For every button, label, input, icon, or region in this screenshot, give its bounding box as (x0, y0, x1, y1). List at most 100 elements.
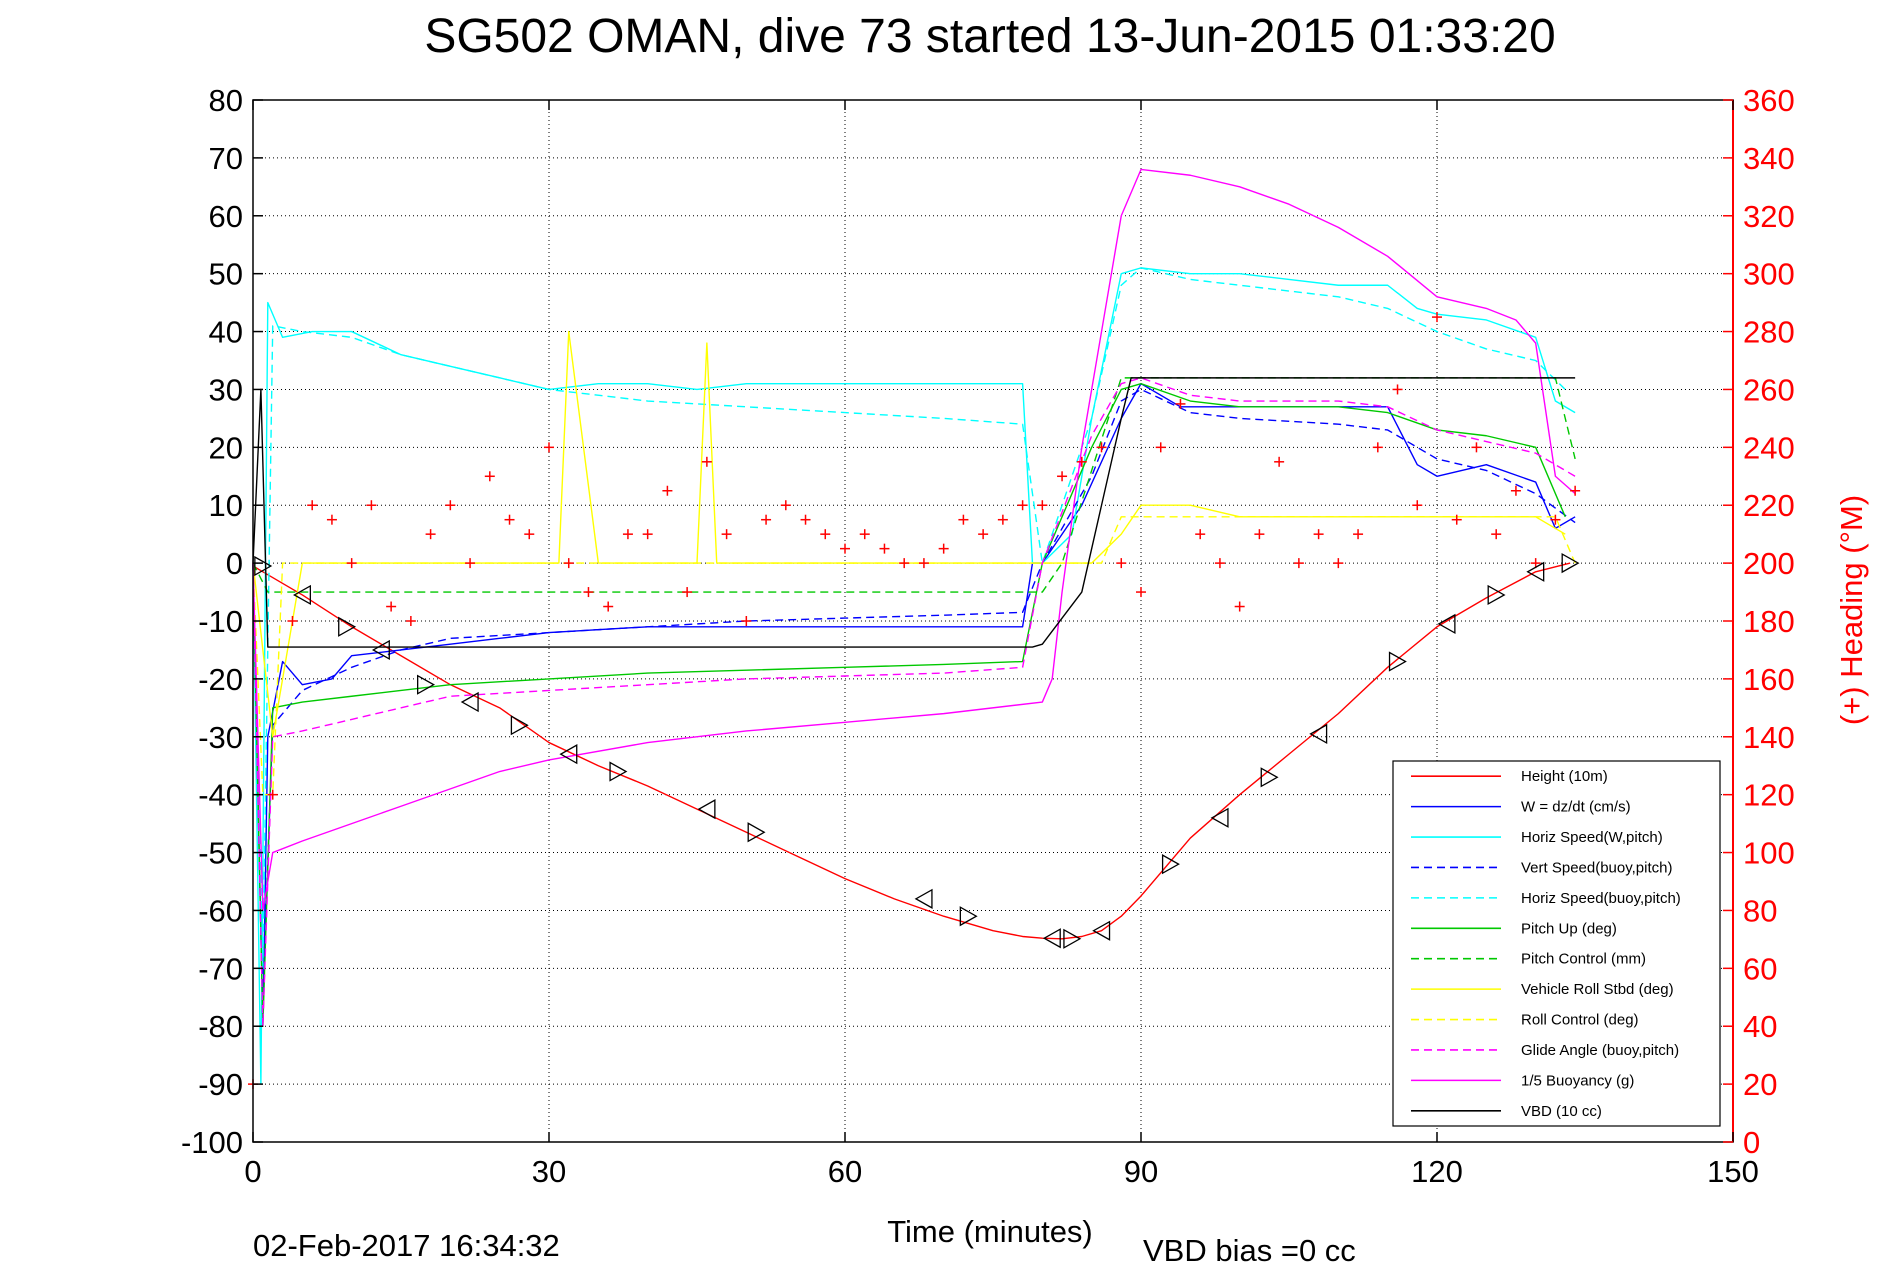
heading-point (1530, 558, 1541, 569)
marker-layer (254, 552, 1580, 949)
y2-tick-label: 80 (1743, 893, 1777, 928)
heading-point (1254, 529, 1265, 540)
y2-tick-label: 240 (1743, 430, 1795, 465)
y-tick-label: -40 (198, 778, 243, 813)
series-line-9 (252, 377, 1576, 1027)
height-marker (914, 888, 933, 909)
heading-layer (248, 312, 1581, 1090)
heading-point (1451, 514, 1462, 525)
heading-point (504, 514, 515, 525)
y-tick-label: -100 (181, 1125, 243, 1160)
heading-point (1037, 500, 1048, 511)
y-tick-label: 70 (209, 141, 243, 176)
heading-point (405, 616, 416, 626)
x-tick-label: 120 (1411, 1154, 1463, 1189)
y2-tick-label: 20 (1743, 1067, 1777, 1102)
legend-label: Pitch Up (deg) (1521, 920, 1617, 937)
y2-tick-label: 140 (1743, 720, 1795, 755)
height-marker (417, 674, 435, 695)
y2-tick-label: 160 (1743, 662, 1795, 697)
series-line-4 (252, 267, 1566, 970)
series-line-2 (252, 267, 1576, 1085)
heading-point (445, 500, 456, 511)
heading-point (524, 529, 535, 540)
height-marker (697, 799, 716, 820)
x-tick-label: 30 (532, 1154, 566, 1189)
legend-label: Height (10m) (1521, 768, 1608, 785)
heading-point (1155, 442, 1166, 453)
heading-point (1471, 442, 1482, 453)
heading-point (1510, 485, 1521, 496)
y-tick-label: -30 (198, 720, 243, 755)
heading-point (978, 529, 989, 540)
heading-point (1096, 442, 1107, 453)
y-tick-label: -60 (198, 893, 243, 928)
heading-point (1412, 500, 1423, 511)
heading-point (1432, 312, 1442, 323)
x-tick-label: 90 (1124, 1154, 1158, 1189)
heading-point (267, 789, 278, 800)
series-line-8 (252, 516, 1576, 796)
heading-point (1136, 587, 1146, 598)
y-tick-label: 80 (209, 83, 243, 118)
heading-point (682, 587, 693, 598)
x-tick-label: 150 (1707, 1154, 1759, 1189)
heading-point (386, 601, 397, 612)
x-axis-label: Time (minutes) (887, 1214, 1093, 1249)
heading-point (879, 543, 890, 554)
heading-point (1234, 601, 1245, 612)
legend-label: Horiz Speed(buoy,pitch) (1521, 890, 1681, 907)
heading-point (366, 500, 377, 511)
heading-point (1491, 529, 1502, 540)
y2-tick-label: 280 (1743, 315, 1795, 350)
heading-point (800, 514, 811, 525)
heading-point (1195, 529, 1206, 540)
heading-point (938, 543, 949, 554)
heading-point (662, 485, 673, 496)
y2-tick-label: 300 (1743, 257, 1795, 292)
y2-tick-label: 340 (1743, 141, 1795, 176)
series-line-0 (252, 562, 1571, 940)
legend-label: Glide Angle (buoy,pitch) (1521, 1042, 1679, 1059)
heading-point (701, 456, 712, 467)
heading-point (603, 601, 614, 612)
heading-point (1570, 485, 1581, 496)
heading-point (1293, 558, 1304, 569)
height-marker (338, 616, 357, 637)
series-line-10 (252, 168, 1576, 912)
height-marker (559, 744, 578, 765)
y-tick-label: -70 (198, 951, 243, 986)
height-marker (1092, 920, 1111, 941)
y2-tick-label: 220 (1743, 488, 1795, 523)
height-marker (460, 691, 479, 713)
heading-point (642, 529, 653, 540)
y-tick-label: -20 (198, 662, 243, 697)
heading-point (563, 558, 574, 569)
heading-point (287, 616, 298, 626)
heading-point (1175, 398, 1186, 409)
heading-point (1392, 384, 1403, 395)
heading-point (326, 514, 337, 525)
heading-point (1214, 558, 1225, 569)
height-marker (609, 761, 628, 782)
y-tick-label: 10 (209, 488, 243, 523)
heading-point (1550, 514, 1561, 525)
legend-label: 1/5 Buoyancy (g) (1521, 1072, 1634, 1089)
heading-point (465, 558, 476, 569)
heading-point (1274, 456, 1285, 467)
height-marker (510, 715, 529, 736)
heading-point (307, 500, 318, 511)
legend-label: Vert Speed(buoy,pitch) (1521, 859, 1672, 876)
legend-label: Pitch Control (mm) (1521, 951, 1646, 968)
ticks-layer: 0 30 60 90 120 15080706050403020100-10-20-30-… (181, 83, 1795, 1189)
series-line-7 (252, 330, 1566, 738)
y2-tick-label: 0 (1743, 1125, 1760, 1160)
x-tick-label: 60 (828, 1154, 862, 1189)
heading-point (721, 529, 732, 540)
legend-label: Vehicle Roll Stbd (deg) (1521, 981, 1674, 998)
height-marker (959, 906, 978, 927)
heading-point (1116, 558, 1127, 569)
y-tick-label: -50 (198, 836, 243, 871)
height-marker (1309, 723, 1328, 744)
